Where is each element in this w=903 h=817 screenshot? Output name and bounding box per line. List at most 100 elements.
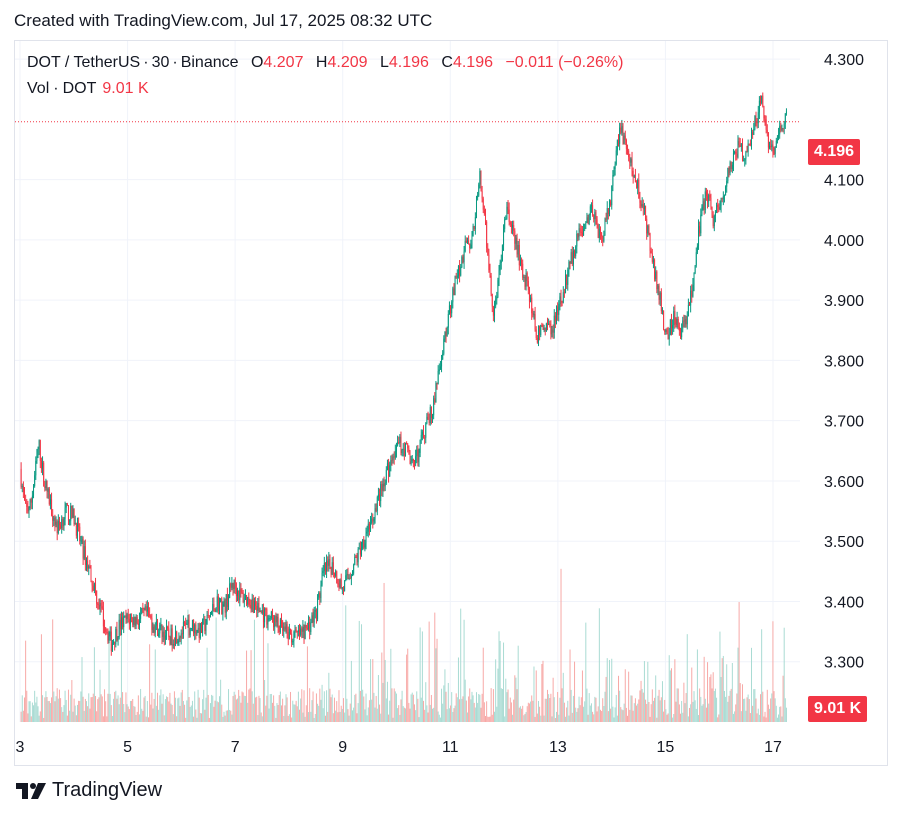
candle-body [411, 458, 413, 462]
vol-label[interactable]: Vol [27, 80, 50, 97]
volume-bar [472, 695, 474, 722]
volume-bar [394, 691, 396, 722]
candle-body [126, 614, 128, 620]
candle-body [304, 624, 306, 639]
volume-bar [682, 712, 684, 722]
volume-bar [24, 697, 26, 722]
volume-bar [214, 700, 216, 722]
volume-bar [356, 713, 358, 722]
volume-bar [285, 694, 287, 722]
volume-bar [489, 716, 491, 722]
volume-bar [667, 713, 669, 722]
candle-body [775, 140, 777, 148]
footer-brand[interactable]: TradingView [16, 779, 162, 802]
candle-body [228, 597, 230, 607]
candle-body [239, 588, 241, 601]
volume-bar [268, 708, 270, 722]
candle-body [38, 440, 40, 450]
volume-bar [656, 717, 658, 722]
candle-body [44, 486, 46, 489]
volume-bar [630, 695, 632, 722]
candle-body [395, 446, 397, 451]
interval[interactable]: 30 [151, 54, 170, 71]
candle-body [382, 483, 384, 491]
candle-body [122, 617, 124, 628]
candle-body [531, 297, 533, 314]
candle-body [211, 611, 213, 615]
volume-bar [132, 698, 134, 722]
volume-bar [379, 704, 381, 722]
volume-bar [457, 657, 459, 722]
volume-bar [473, 702, 475, 722]
candle-body [383, 483, 385, 487]
candle-body [574, 250, 576, 257]
volume-bar [409, 708, 411, 722]
candle-body [540, 325, 542, 336]
candle-body [217, 596, 219, 611]
volume-bar [519, 706, 521, 722]
volume-bar [463, 619, 465, 722]
volume-bar [65, 699, 67, 722]
candle-body [575, 246, 577, 257]
volume-bar [754, 689, 756, 722]
candle-body [20, 468, 22, 487]
volume-bar [774, 698, 776, 722]
volume-bar [543, 715, 545, 722]
volume-bar [525, 712, 527, 722]
candle-body [323, 562, 325, 571]
volume-bar [500, 688, 502, 722]
candle-body [166, 626, 168, 636]
volume-bar [151, 692, 153, 722]
candle-body [772, 144, 774, 153]
volume-bar [347, 709, 349, 722]
candle-body [275, 615, 277, 623]
volume-bar [765, 717, 767, 722]
candle-body [492, 306, 494, 316]
volume-bar [570, 689, 572, 722]
candle-body [710, 197, 712, 207]
candle-body [735, 151, 737, 154]
candle-body [93, 583, 95, 591]
candle-body [191, 620, 193, 629]
volume-bar [611, 658, 613, 722]
volume-bar [579, 705, 581, 722]
volume-bar [259, 698, 261, 722]
volume-bar [294, 704, 296, 722]
candle-body [29, 498, 31, 509]
candle-body [744, 158, 746, 161]
candle-body [287, 632, 289, 640]
candle-body [154, 625, 156, 633]
candle-body [280, 619, 282, 622]
candle-body [773, 152, 775, 154]
volume-bar [441, 688, 443, 722]
volume-bar [550, 693, 552, 722]
candle-body [388, 463, 390, 477]
candle-body [176, 631, 178, 644]
candle-body [737, 141, 739, 157]
candle-body [60, 525, 62, 529]
candle-body [286, 624, 288, 633]
volume-bar [386, 681, 388, 722]
volume-bar [650, 704, 652, 722]
candle-body [499, 262, 501, 271]
volume-bar [76, 704, 78, 722]
volume-bar [782, 675, 784, 722]
volume-bar [243, 695, 245, 722]
volume-bar [366, 715, 368, 722]
time-axis: 3 5 7 9 11 13 15 17 [16, 739, 782, 756]
volume-bar [681, 700, 683, 722]
volume-bar [264, 680, 266, 722]
volume-bar [514, 675, 516, 722]
symbol-name[interactable]: DOT / TetherUS [27, 54, 141, 71]
volume-bar [137, 695, 139, 722]
volume-bar [95, 695, 97, 722]
candle-body [277, 616, 279, 627]
candle-body [269, 618, 271, 620]
candle-body [320, 584, 322, 599]
candle-body [455, 276, 457, 278]
volume-bar [561, 688, 563, 722]
candle-body [175, 631, 177, 645]
volume-bar [468, 696, 470, 722]
candle-body [185, 622, 187, 625]
